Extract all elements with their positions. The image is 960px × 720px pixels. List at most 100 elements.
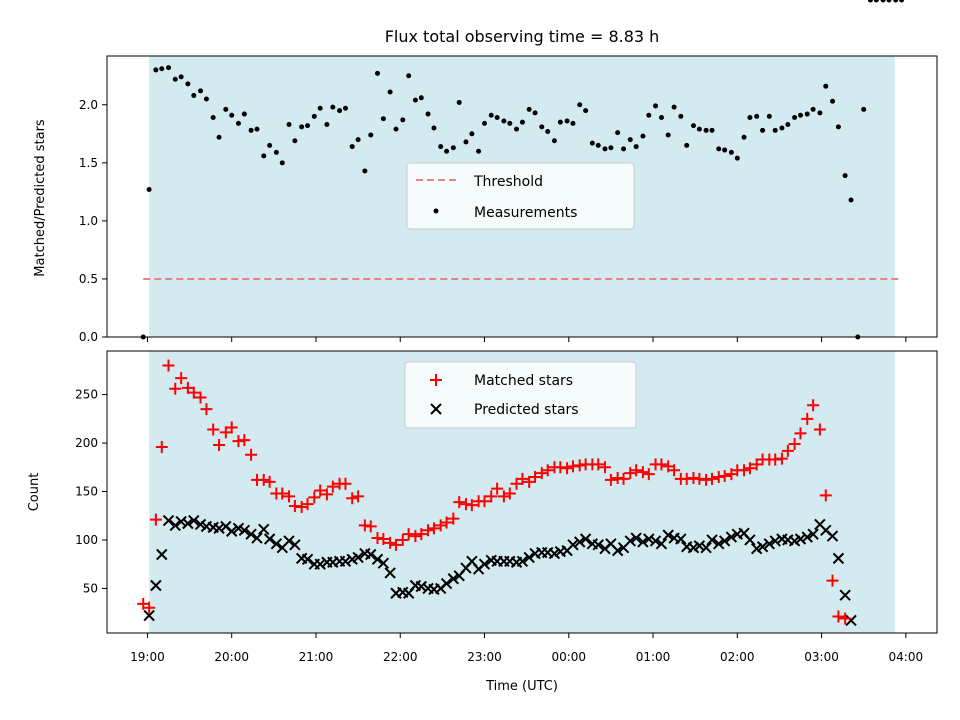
matched-star-marker <box>352 490 365 503</box>
xtick-label: 02:00 <box>720 650 755 664</box>
matched-star-marker <box>402 528 415 541</box>
predicted-star-marker <box>447 573 460 585</box>
measurement-point <box>235 120 241 126</box>
predicted-star-marker <box>700 542 712 554</box>
predicted-star-marker <box>143 609 155 622</box>
measurement-point <box>299 124 305 130</box>
measurement-point <box>153 67 159 73</box>
measurement-point <box>615 130 621 136</box>
predicted-star-marker <box>175 515 187 528</box>
top-axis-ticks: 0.0 0.5 1.0 1.5 2.0 <box>79 98 907 344</box>
matched-star-marker <box>155 440 168 453</box>
measurement-point <box>532 110 538 116</box>
measurement-point <box>355 137 361 143</box>
matched-stars-series <box>137 360 852 625</box>
matched-star-marker <box>516 472 529 485</box>
bottom-ytick-label: 250 <box>75 388 98 402</box>
measurement-point <box>406 73 412 79</box>
measurement-point <box>425 111 431 117</box>
measurement-point <box>279 160 285 166</box>
legend-predicted-label: Predicted stars <box>474 402 579 418</box>
matched-star-marker <box>738 464 751 477</box>
matched-star-marker <box>826 574 839 587</box>
predicted-star-marker <box>283 535 295 547</box>
measurement-point <box>317 105 323 111</box>
measurement-point <box>368 132 374 138</box>
matched-star-marker <box>503 487 516 500</box>
top-axes-frame <box>106 55 938 338</box>
measurement-point <box>551 138 557 144</box>
matched-star-marker <box>238 434 251 447</box>
bottom-ytick-label: 150 <box>75 485 98 499</box>
xtick-label: 20:00 <box>214 650 249 664</box>
top-ytick-label: 1.0 <box>79 214 98 228</box>
measurement-point <box>602 146 608 152</box>
predicted-star-marker <box>794 533 807 545</box>
matched-star-marker <box>194 391 207 404</box>
predicted-star-marker <box>744 534 756 546</box>
predicted-star-marker <box>839 589 851 601</box>
matched-star-marker <box>604 473 617 486</box>
matched-star-marker <box>314 484 327 497</box>
bottom-ytick-label: 50 <box>83 581 98 595</box>
predicted-star-marker <box>188 514 200 527</box>
matched-star-marker <box>617 472 630 485</box>
matched-star-marker <box>453 496 466 509</box>
matched-star-marker <box>143 601 156 614</box>
measurement-point <box>185 81 191 87</box>
measurement-point <box>387 89 393 95</box>
predicted-star-marker <box>516 555 529 567</box>
measurement-point <box>804 111 810 117</box>
measurement-point <box>431 125 437 131</box>
measurement-point <box>899 0 905 3</box>
measurement-point <box>797 112 803 118</box>
matched-star-marker <box>599 461 611 474</box>
legend-matched-swatch <box>430 374 442 386</box>
matched-star-marker <box>409 530 422 543</box>
matched-star-marker <box>384 536 397 549</box>
predicted-star-marker <box>592 539 604 551</box>
legend-measurements-label: Measurements <box>474 205 577 221</box>
measurement-point <box>703 127 709 133</box>
matched-star-marker <box>427 522 440 535</box>
measurement-point <box>760 127 766 133</box>
measurement-point <box>166 65 172 71</box>
measurement-point <box>848 197 854 203</box>
matched-star-marker <box>813 423 826 436</box>
predicted-star-marker <box>238 524 251 536</box>
measurement-point <box>501 118 507 124</box>
matched-star-marker <box>422 524 435 537</box>
measurement-point <box>830 98 836 104</box>
legend-threshold-label: Threshold <box>473 174 543 190</box>
measurement-point <box>893 0 899 3</box>
legend-predicted-swatch <box>430 403 442 415</box>
matched-star-marker <box>529 470 542 483</box>
measurement-point <box>476 148 482 154</box>
measurement-point <box>412 97 418 103</box>
measurement-point <box>292 138 298 144</box>
measurement-point <box>880 0 886 3</box>
matched-star-marker <box>636 466 649 479</box>
measurement-point <box>223 106 229 112</box>
measurement-point <box>633 144 639 150</box>
top-ytick-label: 0.0 <box>79 330 98 344</box>
matched-star-marker <box>257 473 270 486</box>
measurement-point <box>646 112 652 118</box>
measurement-point <box>792 115 798 121</box>
measurement-point <box>337 108 343 114</box>
matched-star-marker <box>377 533 390 545</box>
measurement-point <box>400 117 406 123</box>
matched-star-marker <box>213 439 226 451</box>
bottom-ytick-label: 200 <box>75 436 98 450</box>
predicted-star-marker <box>440 577 453 590</box>
matched-star-marker <box>187 386 200 399</box>
measurement-point <box>159 66 165 72</box>
matched-star-marker <box>541 464 554 477</box>
measurement-point <box>589 140 595 146</box>
measurement-point <box>835 124 841 130</box>
measurement-point <box>203 96 209 102</box>
measurement-point <box>444 148 450 154</box>
measurement-point <box>684 142 690 148</box>
predicted-star-marker <box>769 535 781 547</box>
measurement-point <box>627 137 633 143</box>
